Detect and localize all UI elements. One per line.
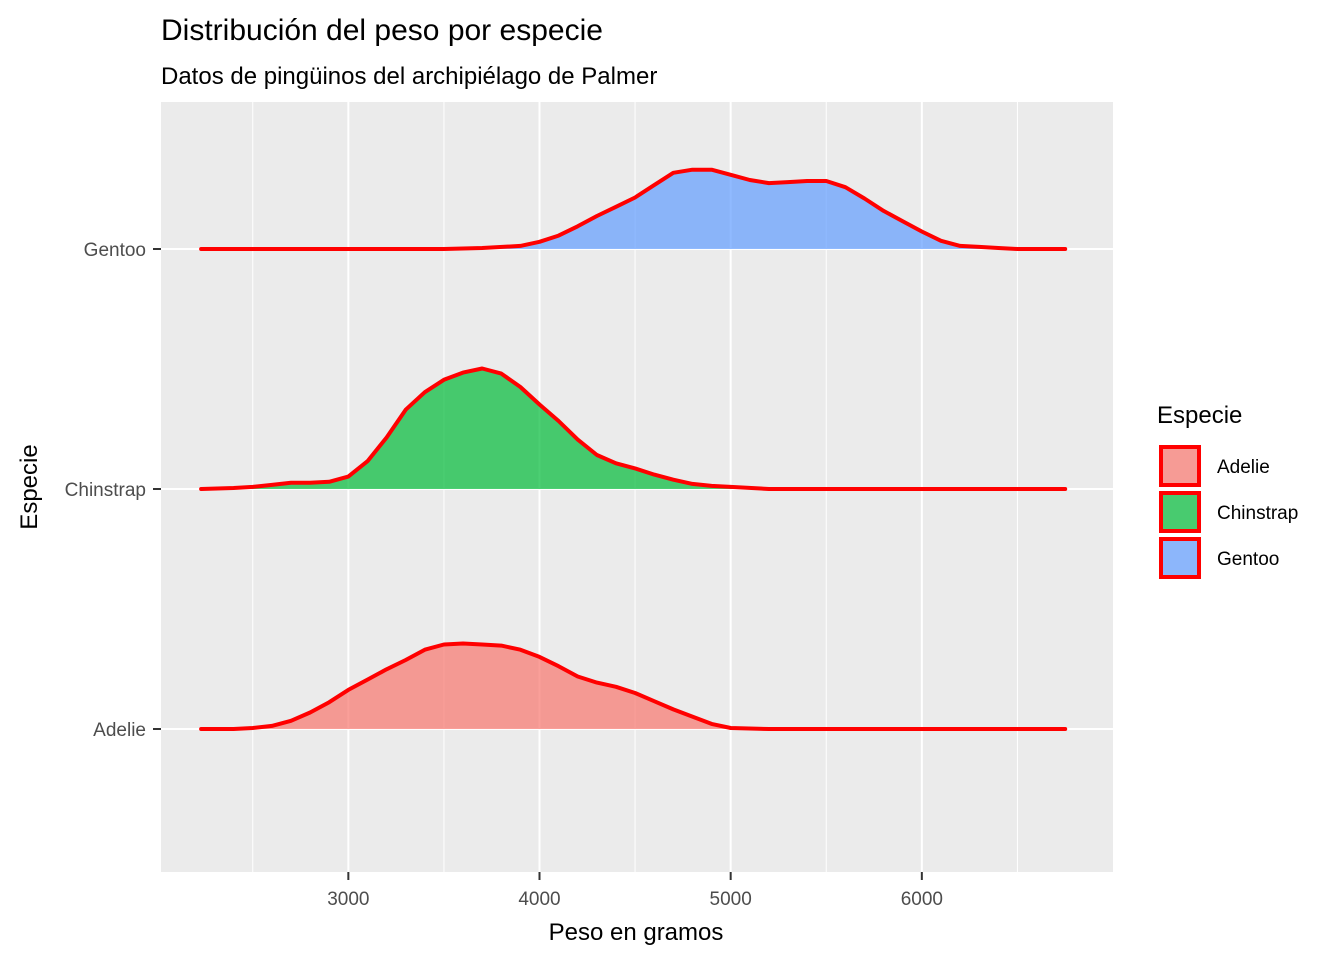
x-tick-label: 4000 xyxy=(518,889,560,910)
legend: Especie Adelie Chinstrap Gentoo xyxy=(1157,402,1298,579)
legend-key-chinstrap xyxy=(1159,491,1201,533)
chart-subtitle: Datos de pingüinos del archipiélago de P… xyxy=(161,63,657,90)
legend-key-adelie xyxy=(1159,445,1201,487)
x-tick-label: 3000 xyxy=(327,889,369,910)
density-fill-chinstrap xyxy=(201,368,1066,489)
density-ridges xyxy=(199,167,1068,731)
x-axis: 3000 4000 5000 6000 xyxy=(327,872,943,910)
density-line-gentoo xyxy=(199,167,1068,251)
legend-key-gentoo xyxy=(1159,537,1201,579)
y-axis: Adelie Chinstrap Gentoo xyxy=(65,240,161,741)
legend-title: Especie xyxy=(1157,402,1242,429)
density-line-chinstrap xyxy=(199,366,1068,491)
density-fill-adelie xyxy=(201,643,1066,729)
density-line-adelie xyxy=(199,641,1068,731)
x-axis-title: Peso en gramos xyxy=(549,919,724,946)
x-tick-label: 6000 xyxy=(901,889,943,910)
legend-label: Gentoo xyxy=(1217,549,1279,570)
legend-label: Adelie xyxy=(1217,457,1270,478)
legend-label: Chinstrap xyxy=(1217,503,1298,524)
x-tick-label: 5000 xyxy=(710,889,752,910)
y-axis-title: Especie xyxy=(16,444,43,529)
chart-title: Distribución del peso por especie xyxy=(161,14,603,47)
y-tick-label: Gentoo xyxy=(84,240,146,261)
y-tick-label: Chinstrap xyxy=(65,480,146,501)
y-tick-label: Adelie xyxy=(93,720,146,741)
